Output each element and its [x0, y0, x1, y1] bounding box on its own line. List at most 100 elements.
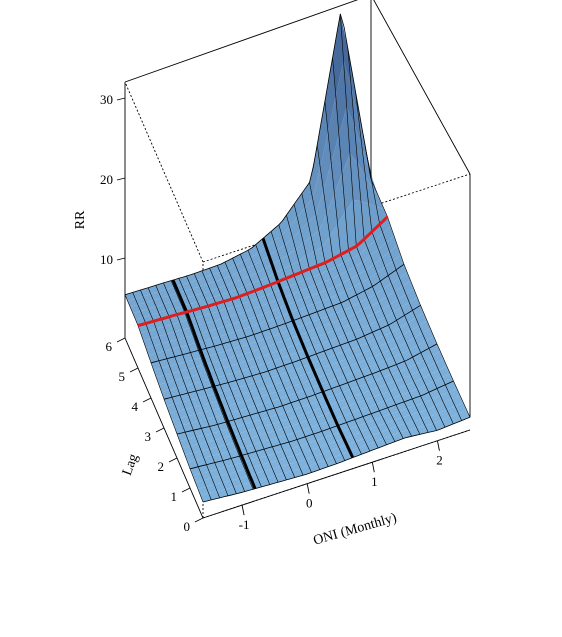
surface-facet [323, 162, 335, 214]
surface-facet [259, 346, 271, 357]
surface-facet [373, 394, 385, 404]
surface-facet [397, 423, 409, 433]
surface-facet [392, 395, 405, 405]
surface-facet [313, 300, 325, 312]
surface-facet [211, 360, 223, 371]
surface-facet [241, 276, 253, 287]
surface-facet [222, 275, 234, 286]
surface-facet [255, 449, 267, 459]
surface-facet [220, 428, 232, 439]
surface-facet [269, 414, 281, 425]
surface-facet [324, 434, 336, 445]
surface-facet [284, 386, 296, 396]
surface-facet [236, 424, 248, 434]
surface-facet [342, 389, 354, 400]
surface-facet [140, 308, 151, 318]
surface-facet [143, 338, 154, 348]
surface-facet [172, 395, 183, 405]
y-tick-label: 0 [184, 519, 191, 534]
surface-facet [252, 396, 264, 406]
surface-facet [309, 401, 322, 411]
surface-facet [212, 453, 223, 463]
surface-facet [177, 385, 189, 396]
surface-facet [399, 272, 411, 287]
surface-facet [209, 353, 220, 363]
surface-facet [414, 333, 426, 346]
surface-facet [208, 491, 220, 500]
surface-facet [354, 262, 366, 275]
surface-facet [393, 417, 406, 427]
surface-facet [323, 323, 335, 334]
surface-facet [174, 354, 186, 364]
y-tick [181, 487, 191, 493]
box-edge-dotted [124, 81, 204, 263]
surface-facet [375, 233, 387, 250]
surface-facet [277, 244, 288, 260]
surface-facet [389, 299, 402, 313]
surface-facet [184, 452, 196, 462]
surface-facet [238, 361, 250, 371]
surface-facet [135, 296, 146, 305]
surface-facet [381, 251, 393, 267]
surface-facet [252, 306, 264, 317]
surface-facet [299, 443, 312, 453]
surface-facet [164, 349, 175, 359]
surface-facet [274, 234, 285, 251]
surface-facet [171, 418, 183, 428]
surface-facet [309, 311, 321, 322]
surface-facet [363, 373, 376, 384]
surface-facet [315, 281, 327, 293]
surface-facet [280, 330, 292, 341]
surface-facet [266, 430, 278, 440]
surface-facet [324, 305, 336, 317]
surface-facet [307, 329, 319, 340]
surface-facet [311, 230, 322, 252]
surface-facet [214, 482, 226, 492]
surface-facet [388, 269, 400, 284]
surface-facet [204, 274, 216, 284]
surface-facet [249, 366, 261, 376]
surface-facet [274, 405, 286, 415]
surface-facet [360, 366, 372, 377]
surface-facet [421, 416, 434, 426]
surface-facet [319, 357, 331, 368]
x-tick-label: 0 [306, 496, 313, 511]
surface-facet [339, 317, 351, 328]
surface-facet [234, 304, 246, 315]
surface-facet [370, 301, 383, 314]
surface-facet [260, 370, 272, 381]
surface-facet [209, 265, 221, 275]
surface-facet [177, 409, 188, 419]
surface-facet [233, 394, 245, 404]
surface-facet [247, 451, 259, 461]
surface-facet [127, 298, 138, 308]
surface-facet [385, 357, 397, 368]
surface-facet [375, 377, 387, 388]
surface-facet [299, 420, 311, 430]
surface-facet [208, 328, 220, 339]
bounding-box-front [124, 0, 471, 519]
surface-facet [156, 351, 167, 361]
surface-facet [366, 313, 378, 325]
surface-facet [236, 469, 248, 479]
surface-facet [187, 414, 199, 424]
surface-facet [277, 323, 289, 334]
surface-facet [267, 343, 279, 354]
surface-facet [318, 421, 330, 432]
surface-facet [179, 320, 191, 330]
surface-facet [309, 145, 321, 199]
surface-facet [198, 396, 210, 406]
surface-facet [215, 278, 226, 289]
surface-facet [246, 382, 258, 392]
surface-facet [295, 390, 307, 401]
surface-facet [266, 318, 278, 330]
surface-facet [302, 427, 314, 437]
surface-facet [314, 453, 326, 464]
surface-facet [325, 457, 337, 467]
highlight-lag-line [137, 215, 389, 328]
surface-facet [360, 429, 373, 439]
surface-facet [253, 442, 265, 452]
y-tick [129, 367, 139, 373]
surface-facet [279, 395, 291, 406]
